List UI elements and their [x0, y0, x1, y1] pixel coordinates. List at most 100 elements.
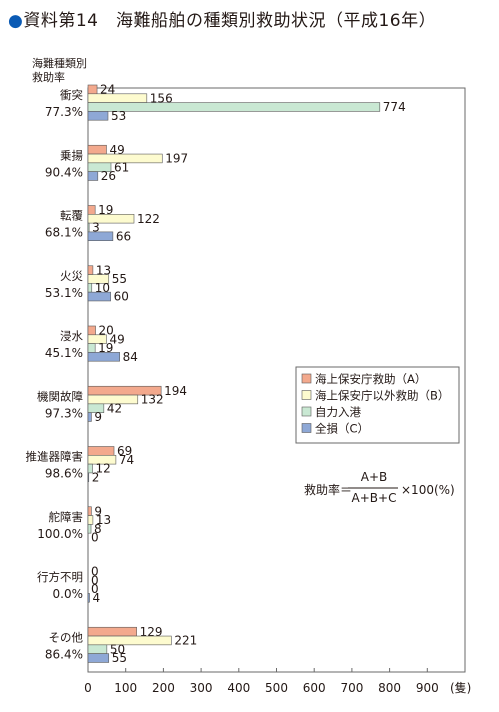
bar-d: [87, 171, 99, 181]
legend-label: 海上保安庁以外救助（B）: [315, 389, 449, 403]
legend-swatch-d: [301, 423, 312, 433]
data-label: 8: [94, 522, 102, 536]
bar-d: [87, 472, 90, 482]
bar-c: [87, 162, 112, 172]
data-label: 74: [119, 453, 134, 467]
bar-b: [87, 334, 107, 344]
bar-a: [87, 265, 94, 275]
bar-a: [87, 446, 115, 456]
rate-label: 98.6%: [45, 467, 83, 481]
data-label: 55: [112, 272, 127, 286]
x-tick-label: 300: [190, 681, 213, 695]
data-label: 9: [94, 410, 102, 424]
bar-d: [87, 231, 114, 241]
x-tick-label: 900: [416, 681, 439, 695]
category-label: 浸水: [60, 329, 83, 343]
bar-c: [87, 463, 93, 474]
data-label: 129: [140, 625, 163, 639]
formula-lhs: 救助率＝: [304, 482, 352, 497]
x-tick-label: 500: [265, 681, 288, 695]
category-label: 機関故障: [37, 389, 83, 403]
rate-label: 90.4%: [45, 165, 83, 179]
data-label: 13: [96, 513, 111, 527]
y-header-line2: 救助率: [32, 71, 65, 84]
bar-c: [87, 644, 108, 654]
bar-d: [87, 291, 111, 302]
bar-d: [87, 352, 120, 362]
bar-b: [87, 635, 172, 646]
data-label: 49: [109, 332, 124, 346]
x-unit-label: (隻): [450, 680, 471, 695]
data-label: 84: [123, 350, 138, 364]
formula-denominator: A+B+C: [352, 491, 397, 505]
category-label: 乗揚: [60, 148, 83, 162]
rate-label: 68.1%: [45, 226, 83, 240]
bar-c: [87, 524, 92, 534]
bar-a: [87, 626, 137, 637]
legend-label: 全損（C）: [315, 422, 369, 436]
bar-b: [87, 93, 148, 103]
bar-b: [87, 214, 135, 224]
category-label: その他: [49, 630, 84, 644]
legend-swatch-b: [301, 390, 312, 400]
category-label: 推進器障害: [26, 450, 84, 464]
data-label: 0: [91, 531, 99, 545]
bar-a: [87, 144, 107, 155]
data-label: 61: [114, 160, 129, 174]
x-tick-label: 700: [340, 681, 363, 695]
data-label: 132: [141, 393, 164, 407]
rate-label: 53.1%: [45, 286, 83, 300]
rate-label: 77.3%: [45, 105, 83, 119]
data-label: 9: [94, 504, 102, 518]
bar-a: [87, 325, 96, 336]
x-tick-label: 100: [114, 681, 137, 695]
data-label: 60: [114, 290, 129, 304]
bar-d: [87, 412, 92, 422]
data-label: 774: [383, 100, 406, 114]
data-label: 2: [92, 470, 100, 484]
bar-a: [87, 205, 96, 215]
bar-d: [87, 653, 110, 663]
category-label: 衝突: [60, 88, 83, 102]
data-label: 221: [174, 634, 197, 648]
bar-d: [87, 593, 90, 603]
data-label: 156: [150, 91, 173, 105]
rate-label: 86.4%: [45, 647, 83, 661]
x-tick-label: 400: [227, 681, 250, 695]
legend-label: 海上保安庁救助（A）: [315, 372, 426, 386]
bar-b: [87, 454, 117, 465]
bar-c: [87, 403, 105, 413]
x-tick-label: 800: [378, 681, 401, 695]
legend-label: 自力入港: [315, 405, 361, 419]
data-label: 4: [93, 591, 101, 605]
bar-b: [87, 274, 110, 284]
legend-swatch-a: [301, 373, 312, 384]
data-label: 19: [98, 203, 113, 217]
bar-d: [87, 111, 109, 121]
data-label: 26: [101, 169, 116, 183]
x-tick-label: 0: [84, 681, 92, 695]
title-text: 資料第14 海難船舶の種類別救助状況（平成16年）: [23, 11, 437, 31]
data-label: 194: [164, 384, 187, 398]
rate-label: 97.3%: [45, 406, 83, 420]
formula-rhs: ×100(%): [401, 483, 455, 497]
data-label: 69: [117, 444, 132, 458]
data-label: 66: [116, 229, 131, 243]
category-label: 行方不明: [37, 570, 83, 584]
category-label: 火災: [60, 269, 83, 283]
bar-a: [87, 506, 92, 516]
data-label: 0: [91, 582, 99, 596]
legend-swatch-c: [301, 406, 312, 417]
data-label: 197: [165, 152, 188, 166]
bar-a: [87, 84, 98, 95]
data-label: 13: [96, 263, 111, 277]
bar-b: [87, 153, 163, 164]
title-bullet-icon: ●: [8, 11, 24, 31]
bar-c: [87, 102, 381, 112]
formula-numerator: A+B: [361, 470, 388, 484]
legend-box: [295, 366, 460, 444]
bar-c: [87, 222, 90, 233]
x-tick-label: 200: [152, 681, 175, 695]
category-label: 舵障害: [49, 510, 84, 524]
